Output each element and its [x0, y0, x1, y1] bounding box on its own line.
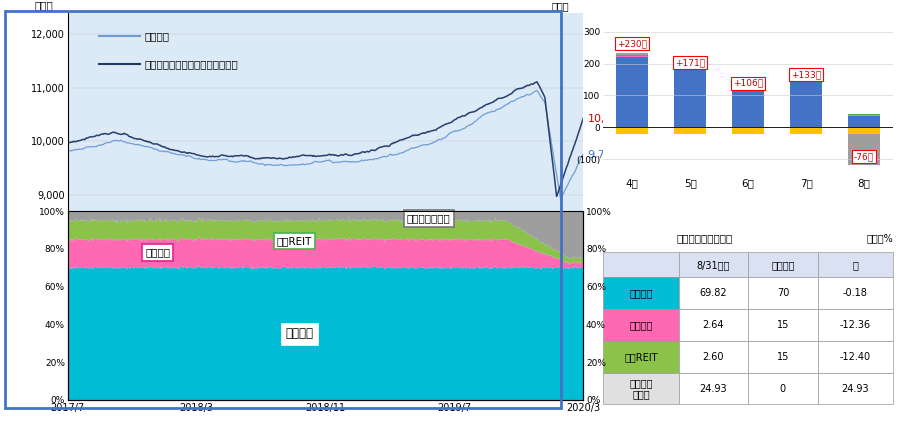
Bar	[678, 309, 748, 341]
Text: 海外REIT: 海外REIT	[624, 352, 658, 362]
Text: 基準価額: 基準価額	[145, 32, 170, 41]
Bar	[616, 53, 649, 55]
Text: 8/31時点: 8/31時点	[696, 260, 730, 270]
Bar	[616, 55, 649, 56]
Bar	[678, 277, 748, 309]
Bar	[603, 277, 678, 309]
Bar	[603, 341, 678, 373]
Bar	[603, 253, 678, 277]
Bar	[732, 85, 764, 86]
Text: 2.60: 2.60	[703, 352, 724, 362]
Bar	[818, 341, 893, 373]
Text: 単位：%: 単位：%	[866, 234, 893, 243]
Text: 0: 0	[780, 384, 786, 394]
Bar	[675, 61, 706, 63]
Text: 海外REIT: 海外REIT	[277, 236, 312, 246]
Bar	[678, 373, 748, 405]
Bar	[678, 253, 748, 277]
Text: 24.93: 24.93	[700, 384, 727, 394]
Text: 差: 差	[852, 260, 859, 270]
Bar	[675, 64, 706, 65]
Text: -12.36: -12.36	[840, 320, 871, 330]
Text: 海外債券: 海外債券	[286, 327, 314, 340]
Bar	[790, 79, 822, 80]
Bar	[848, 127, 880, 133]
Bar	[616, 56, 649, 57]
Text: 基準価額（税引前分配金再投資）: 基準価額（税引前分配金再投資）	[145, 59, 239, 69]
Bar	[732, 127, 764, 133]
Text: -76円: -76円	[854, 152, 874, 161]
Text: （円）: （円）	[34, 1, 53, 11]
Bar	[675, 127, 706, 133]
Text: -12.40: -12.40	[840, 352, 871, 362]
Text: +133円: +133円	[791, 70, 821, 79]
Text: 基本配分: 基本配分	[771, 260, 795, 270]
Text: 短期金融
資産等: 短期金融 資産等	[630, 378, 653, 399]
Bar	[678, 341, 748, 373]
Text: +230円: +230円	[617, 39, 648, 48]
Bar	[616, 57, 649, 127]
Bar	[848, 115, 880, 116]
Text: 70: 70	[777, 288, 789, 298]
Text: +106円: +106円	[733, 79, 763, 88]
Bar	[818, 309, 893, 341]
Text: 10,426円: 10,426円	[587, 114, 632, 123]
Bar	[818, 277, 893, 309]
Bar	[748, 277, 818, 309]
Text: 【配分比率の状況】: 【配分比率の状況】	[676, 234, 732, 243]
Bar	[732, 86, 764, 127]
Bar	[748, 341, 818, 373]
Bar	[748, 309, 818, 341]
Bar	[818, 253, 893, 277]
Bar	[603, 309, 678, 341]
Text: 海外株式: 海外株式	[630, 320, 653, 330]
Bar	[790, 78, 822, 79]
Bar	[616, 127, 649, 133]
Text: 9,767円: 9,767円	[587, 149, 626, 159]
Text: 海外債券: 海外債券	[630, 288, 653, 298]
Bar	[748, 373, 818, 405]
Bar	[848, 116, 880, 127]
Text: 15: 15	[777, 352, 789, 362]
Bar	[603, 373, 678, 405]
Bar	[790, 80, 822, 127]
Text: 15: 15	[777, 320, 789, 330]
Bar	[675, 63, 706, 64]
Text: 海外株式: 海外株式	[145, 248, 170, 258]
Bar	[848, 133, 880, 165]
Bar	[675, 65, 706, 127]
Bar	[790, 77, 822, 78]
Text: +171円: +171円	[676, 58, 705, 67]
Text: 24.93: 24.93	[842, 384, 870, 394]
Bar	[790, 127, 822, 133]
Bar	[818, 373, 893, 405]
Text: （円）: （円）	[551, 1, 569, 11]
Text: 2.64: 2.64	[703, 320, 724, 330]
Bar	[732, 83, 764, 85]
Bar	[748, 253, 818, 277]
Text: 短期金融資産等: 短期金融資産等	[407, 213, 450, 224]
Text: 69.82: 69.82	[700, 288, 727, 298]
Text: -0.18: -0.18	[842, 288, 868, 298]
